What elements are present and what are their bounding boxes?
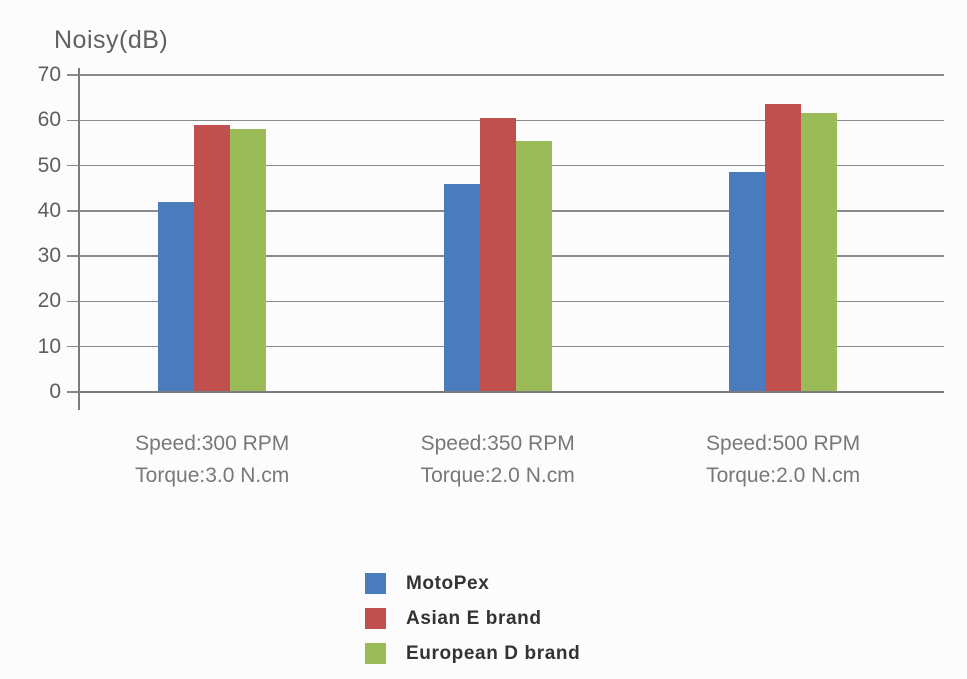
legend-swatch-icon xyxy=(365,608,386,629)
y-tick-label: 20 xyxy=(37,289,61,313)
x-category-label-3: Speed:500 RPM Torque:2.0 N.cm xyxy=(706,428,860,492)
legend: MotoPex Asian E brand European D brand xyxy=(365,566,580,671)
y-axis-tick xyxy=(67,164,79,167)
legend-swatch-icon xyxy=(365,573,386,594)
y-tick-label: 60 xyxy=(37,108,61,132)
y-axis-tick xyxy=(67,210,79,212)
bar-asian-e-brand-cat1 xyxy=(194,124,231,392)
y-axis-tick xyxy=(67,300,79,303)
y-axis-line xyxy=(78,68,80,410)
legend-item: Asian E brand xyxy=(365,601,580,636)
legend-item: European D brand xyxy=(365,636,580,671)
bar-european-d-brand-cat3 xyxy=(801,113,838,392)
legend-label: MotoPex xyxy=(406,572,490,594)
bar-asian-e-brand-cat3 xyxy=(765,104,802,392)
gridline xyxy=(79,74,944,76)
x-category-label-line2: Torque:2.0 N.cm xyxy=(420,464,575,487)
x-category-label-1: Speed:300 RPM Torque:3.0 N.cm xyxy=(135,428,289,492)
y-axis-tick xyxy=(67,119,79,122)
y-axis-tick xyxy=(67,345,79,348)
x-category-label-line2: Torque:2.0 N.cm xyxy=(706,464,861,487)
chart-title: Noisy(dB) xyxy=(54,26,169,54)
y-tick-label: 30 xyxy=(37,244,61,268)
legend-label: European D brand xyxy=(406,642,581,664)
y-tick-label: 40 xyxy=(37,198,61,222)
legend-swatch-icon xyxy=(365,643,386,664)
legend-item: MotoPex xyxy=(365,566,580,601)
bar-european-d-brand-cat2 xyxy=(515,140,552,392)
y-tick-label: 70 xyxy=(37,63,61,86)
legend-label: Asian E brand xyxy=(406,607,542,629)
bar-motopex-cat1 xyxy=(158,201,195,392)
x-category-label-line1: Speed:350 RPM xyxy=(420,432,575,455)
x-axis-line xyxy=(79,391,944,393)
y-axis-tick xyxy=(67,391,79,393)
y-tick-label: 50 xyxy=(37,153,61,177)
bar-asian-e-brand-cat2 xyxy=(479,118,516,392)
x-category-label-line1: Speed:300 RPM xyxy=(135,432,290,455)
x-category-label-line1: Speed:500 RPM xyxy=(706,432,861,455)
y-axis-tick xyxy=(67,74,79,76)
bar-motopex-cat3 xyxy=(729,172,766,392)
y-axis-tick xyxy=(67,255,79,257)
x-category-label-line2: Torque:3.0 N.cm xyxy=(135,464,290,487)
y-tick-label: 0 xyxy=(49,380,61,403)
x-category-label-2: Speed:350 RPM Torque:2.0 N.cm xyxy=(421,428,575,492)
bar-european-d-brand-cat1 xyxy=(230,129,267,392)
y-tick-label: 10 xyxy=(37,334,61,358)
bar-motopex-cat2 xyxy=(443,183,480,392)
